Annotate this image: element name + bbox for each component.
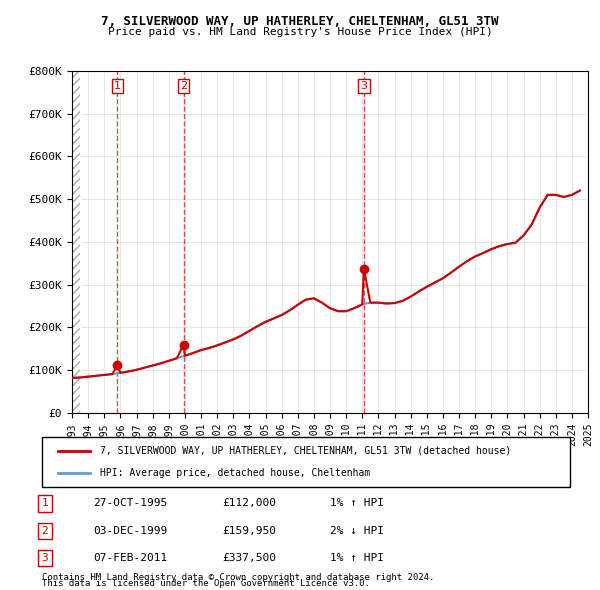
Text: 3: 3 bbox=[361, 81, 367, 91]
Text: HPI: Average price, detached house, Cheltenham: HPI: Average price, detached house, Chel… bbox=[100, 468, 370, 478]
Text: 2% ↓ HPI: 2% ↓ HPI bbox=[330, 526, 384, 536]
Text: This data is licensed under the Open Government Licence v3.0.: This data is licensed under the Open Gov… bbox=[42, 579, 370, 588]
Text: £112,000: £112,000 bbox=[222, 499, 276, 508]
Text: Contains HM Land Registry data © Crown copyright and database right 2024.: Contains HM Land Registry data © Crown c… bbox=[42, 573, 434, 582]
Text: 2: 2 bbox=[41, 526, 49, 536]
Text: 27-OCT-1995: 27-OCT-1995 bbox=[93, 499, 167, 508]
Text: 1% ↑ HPI: 1% ↑ HPI bbox=[330, 499, 384, 508]
FancyBboxPatch shape bbox=[42, 437, 570, 487]
Bar bbox=[72, 71, 80, 413]
Text: 1: 1 bbox=[114, 81, 121, 91]
Text: 03-DEC-1999: 03-DEC-1999 bbox=[93, 526, 167, 536]
Bar bbox=[72, 71, 80, 413]
Text: £337,500: £337,500 bbox=[222, 553, 276, 563]
Text: 1% ↑ HPI: 1% ↑ HPI bbox=[330, 553, 384, 563]
Text: 07-FEB-2011: 07-FEB-2011 bbox=[93, 553, 167, 563]
Text: Price paid vs. HM Land Registry's House Price Index (HPI): Price paid vs. HM Land Registry's House … bbox=[107, 27, 493, 37]
Text: 1: 1 bbox=[41, 499, 49, 508]
Text: 7, SILVERWOOD WAY, UP HATHERLEY, CHELTENHAM, GL51 3TW: 7, SILVERWOOD WAY, UP HATHERLEY, CHELTEN… bbox=[101, 15, 499, 28]
Text: 7, SILVERWOOD WAY, UP HATHERLEY, CHELTENHAM, GL51 3TW (detached house): 7, SILVERWOOD WAY, UP HATHERLEY, CHELTEN… bbox=[100, 445, 511, 455]
Text: £159,950: £159,950 bbox=[222, 526, 276, 536]
Text: 3: 3 bbox=[41, 553, 49, 563]
Text: 2: 2 bbox=[180, 81, 187, 91]
